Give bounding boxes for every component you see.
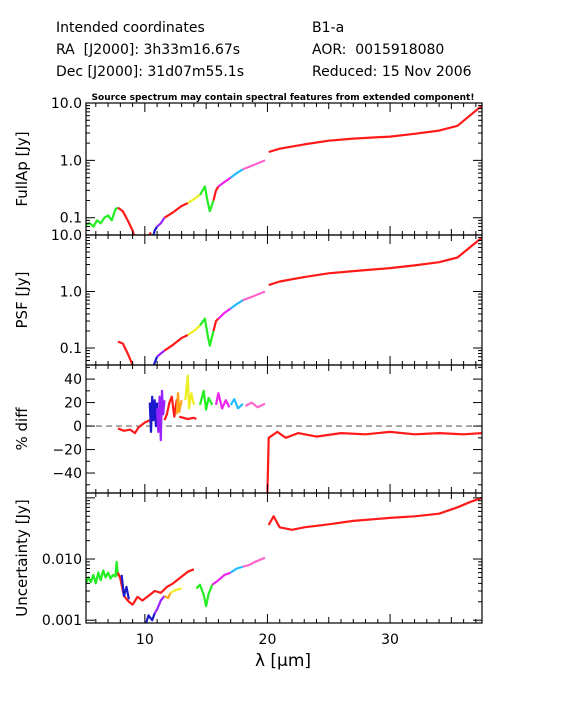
y-tick-label: 10.0	[51, 96, 82, 112]
y-tick-label: 0	[73, 419, 82, 435]
spectrum-segment-pink	[242, 290, 266, 302]
spectrum-segment-red	[212, 185, 220, 201]
spectrum-segment-cyan	[230, 168, 244, 179]
y-tick-label: 1.0	[60, 153, 82, 169]
y-tick-label: 0.010	[42, 552, 82, 568]
spectrum-segment-magenta	[217, 307, 232, 320]
spectrum-segment-purple	[156, 217, 166, 228]
spectrum-segment-orange	[163, 592, 172, 600]
spectrum-segment-blue	[149, 356, 159, 365]
spectrum-segment-green	[86, 560, 119, 585]
y-axis-label: FullAp [Jy]	[13, 131, 31, 206]
x-tick-label: 20	[259, 632, 277, 648]
y-tick-label: 0.001	[42, 613, 82, 629]
series-group	[117, 374, 482, 493]
y-axis-label: Uncertainty [Jy]	[13, 499, 31, 616]
spectrum-segment-green	[86, 206, 119, 228]
y-axis-label: PSF [Jy]	[13, 272, 31, 329]
spectrum-segment-magenta	[214, 392, 231, 410]
spectrum-segment-cyan	[230, 299, 244, 310]
spectrum-segment-cyan	[230, 565, 244, 574]
spectrum-segment-magenta	[217, 176, 232, 188]
spectrum-segment-blue	[148, 395, 159, 433]
x-axis-label: λ [μm]	[255, 651, 311, 671]
panel-frame	[85, 364, 483, 494]
spectrum-segment-yellow	[187, 324, 201, 336]
spectrum-segment-red	[116, 568, 195, 606]
spectrum-segment-magenta	[211, 571, 232, 586]
spectrum-segment-red	[117, 340, 151, 365]
panel-frame	[85, 102, 483, 236]
spectrum-segment-purple	[156, 349, 166, 358]
spectrum-segment-red	[212, 317, 220, 332]
spectrum-segment-red	[163, 334, 189, 352]
y-tick-label: 0.1	[60, 341, 82, 357]
y-tick-label: 0.1	[60, 211, 82, 227]
spectrum-segment-yellow	[184, 374, 195, 410]
spectrum-segment-pink	[242, 556, 266, 568]
spectrum-segment-purple	[153, 595, 166, 614]
spectrum-segment-blue	[120, 574, 130, 600]
panel-1: 10.0 1.0 0.1 FullAp [Jy]	[13, 96, 483, 236]
spectrum-segment-green	[195, 583, 214, 608]
spectrum-segment-red	[268, 104, 482, 154]
panel-frame	[85, 234, 483, 366]
spectrum-segment-blue	[149, 226, 159, 235]
series-group	[86, 496, 482, 623]
header-reduced-date: Reduced: 15 Nov 2006	[312, 64, 472, 80]
spectrum-segment-red	[163, 202, 189, 219]
spectrum-segment-green	[199, 317, 215, 347]
y-axis-label: % diff	[13, 407, 31, 451]
spectrum-segment-blue	[145, 612, 156, 623]
spectrum-segment-orange	[175, 392, 183, 415]
spectrum-segment-cyan	[229, 398, 244, 410]
spectrum-segment-green	[199, 185, 215, 213]
spectrum-segment-red	[266, 430, 482, 493]
spectrum-segment-pink	[242, 159, 266, 171]
panel-4: 0.010 0.001 Uncertainty [Jy]	[13, 492, 483, 629]
y-tick-label: −40	[52, 466, 82, 482]
spectrum-segment-red	[117, 419, 151, 435]
x-tick-label: 10	[136, 632, 154, 648]
header-object-name: B1-a	[312, 20, 345, 36]
spectrum-segment-yellow	[187, 194, 201, 205]
x-tick-label: 30	[381, 632, 399, 648]
y-tick-label: 40	[64, 372, 82, 388]
spectrum-segment-pink	[244, 401, 266, 409]
panel-2: 10.0 1.0 0.1 PSF [Jy]	[13, 228, 483, 366]
spectrum-segment-red	[268, 236, 482, 287]
spectrum-segment-red	[117, 206, 152, 235]
spectrum-segment-yellow	[170, 587, 182, 594]
header-ra: RA [J2000]: 3h33m16.67s	[56, 42, 241, 58]
y-tick-label: 1.0	[60, 284, 82, 300]
spectrum-segment-green	[198, 389, 214, 411]
extended-component-note: Source spectrum may contain spectral fea…	[92, 93, 475, 103]
spectrum-segment-red	[267, 496, 482, 531]
spectrum-segment-purple	[156, 389, 166, 442]
y-tick-label: −20	[52, 443, 82, 459]
header-dec: Dec [J2000]: 31d07m55.1s	[56, 64, 245, 80]
y-tick-label: 20	[64, 396, 82, 412]
header-aor: AOR: 0015918080	[312, 42, 445, 58]
y-tick-label: 10.0	[51, 228, 82, 244]
panel-3: 40 20 0 −20 −40 % diff	[13, 364, 483, 494]
panel-frame	[85, 492, 483, 624]
series-group	[117, 236, 482, 365]
series-group	[86, 104, 482, 235]
spectrum-segment-red	[178, 415, 197, 421]
header-coordinates-title: Intended coordinates	[56, 20, 205, 36]
